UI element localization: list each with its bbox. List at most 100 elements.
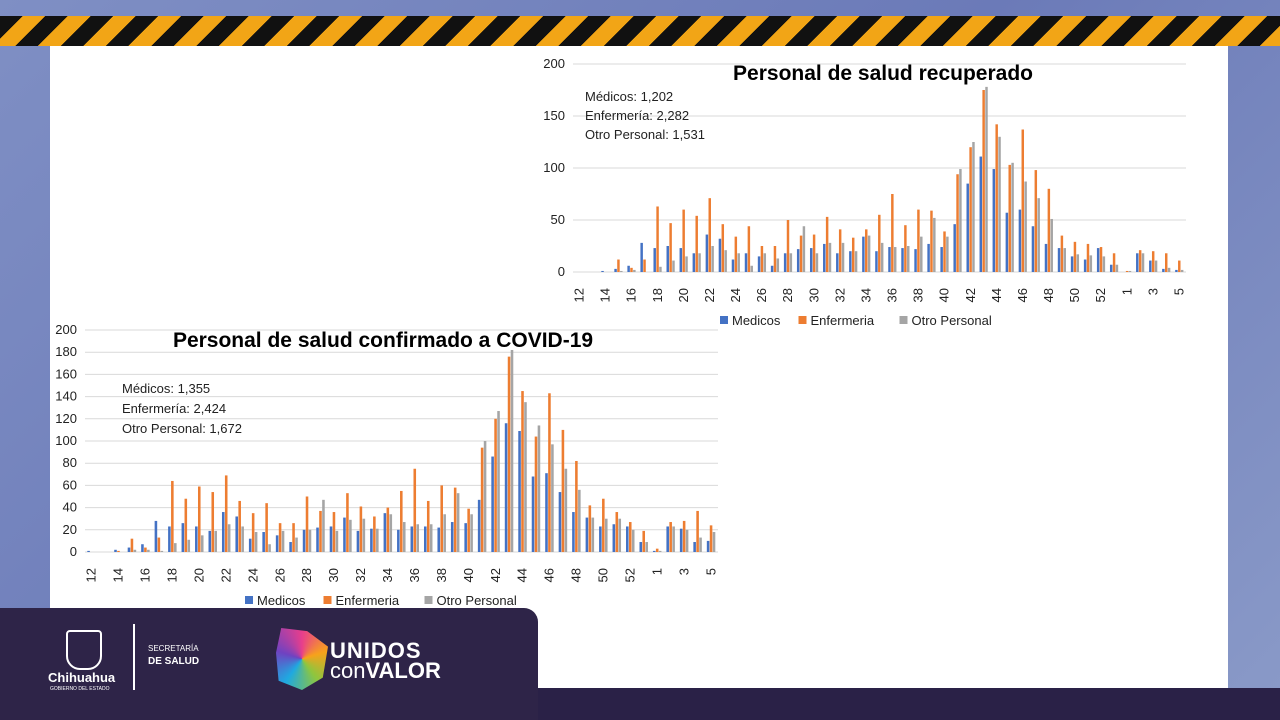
bar-medicos	[423, 526, 427, 552]
footer: Chihuahua GOBIERNO DEL ESTADO SECRETARÍA…	[0, 608, 538, 720]
legend-swatch	[899, 316, 908, 324]
y-tick-label: 160	[55, 366, 77, 381]
bar-enfermeria	[943, 231, 946, 272]
bar-otro-personal	[510, 349, 514, 552]
bar-enfermeria	[494, 418, 497, 552]
x-tick-label: 18	[650, 288, 665, 302]
bar-medicos	[914, 249, 917, 272]
x-tick-label: 30	[806, 288, 821, 302]
annotation: Enfermería: 2,282	[585, 108, 689, 123]
x-tick-label: 44	[989, 288, 1004, 302]
bar-enfermeria	[721, 224, 725, 272]
bar-otro-personal	[841, 242, 845, 272]
x-tick-label: 20	[191, 568, 206, 582]
bar-otro-personal	[456, 493, 460, 552]
bar-otro-personal	[160, 550, 164, 552]
bar-otro-personal	[933, 217, 936, 272]
bar-medicos	[679, 528, 683, 552]
bar-enfermeria	[891, 194, 894, 272]
bar-medicos	[289, 542, 292, 552]
x-tick-label: 50	[596, 568, 611, 582]
bar-enfermeria	[373, 516, 376, 552]
bar-medicos	[154, 520, 158, 552]
x-tick-label: 34	[858, 288, 873, 302]
bar-medicos	[504, 423, 508, 552]
y-tick-label: 80	[63, 455, 77, 470]
salud-label: DE SALUD	[148, 656, 200, 667]
bar-medicos	[979, 156, 983, 272]
bar-medicos	[626, 526, 629, 552]
bar-otro-personal	[854, 251, 858, 272]
bar-otro-personal	[470, 514, 473, 552]
legend-swatch	[245, 596, 253, 604]
bar-medicos	[127, 547, 131, 552]
bar-medicos	[1018, 209, 1022, 272]
bar-enfermeria	[812, 234, 816, 272]
bar-otro-personal	[281, 530, 285, 552]
bar-medicos	[836, 253, 839, 272]
bar-medicos	[531, 476, 535, 552]
x-tick-label: 38	[911, 288, 926, 302]
y-tick-label: 40	[63, 500, 77, 515]
bar-otro-personal	[815, 253, 819, 272]
campaign-line-2: conVALOR	[330, 658, 441, 684]
campaign-line-1: UNIDOS	[330, 638, 422, 663]
bar-enfermeria	[995, 124, 998, 272]
y-tick-label: 140	[55, 389, 77, 404]
y-tick-label: 0	[70, 544, 77, 559]
bar-enfermeria	[695, 215, 698, 272]
bar-enfermeria	[682, 520, 686, 552]
secretaria-label: SECRETARÍA	[148, 644, 199, 653]
bar-otro-personal	[214, 530, 217, 552]
bar-otro-personal	[946, 236, 949, 272]
bar-medicos	[1031, 226, 1035, 272]
y-tick-label: 20	[63, 522, 77, 537]
bar-enfermeria	[747, 226, 751, 272]
bar-otro-personal	[1050, 218, 1053, 272]
bar-enfermeria	[786, 220, 790, 272]
bar-enfermeria	[184, 498, 188, 552]
bar-enfermeria	[669, 223, 672, 272]
bar-otro-personal	[724, 250, 727, 272]
bar-otro-personal	[551, 444, 554, 552]
bar-enfermeria	[197, 486, 201, 552]
bar-medicos	[640, 242, 643, 272]
bar-otro-personal	[254, 532, 258, 552]
x-tick-label: 24	[245, 568, 260, 582]
bar-enfermeria	[319, 510, 322, 552]
bar-medicos	[1136, 253, 1139, 272]
bar-enfermeria	[669, 522, 672, 552]
bar-enfermeria	[851, 237, 855, 272]
bar-medicos	[585, 517, 589, 552]
bar-medicos	[545, 473, 548, 552]
bar-enfermeria	[617, 259, 620, 272]
bar-medicos	[888, 247, 891, 272]
bar-otro-personal	[524, 402, 527, 552]
bar-medicos	[940, 247, 943, 272]
bar-medicos	[1109, 264, 1113, 272]
bar-enfermeria	[773, 246, 777, 272]
bar-otro-personal	[711, 246, 714, 272]
y-tick-label: 180	[55, 344, 77, 359]
x-tick-label: 5	[1171, 288, 1186, 295]
bar-enfermeria	[346, 493, 349, 552]
bar-medicos	[356, 530, 360, 552]
x-tick-label: 12	[572, 288, 587, 302]
annotation: Enfermería: 2,424	[122, 401, 226, 416]
bar-otro-personal	[1089, 255, 1093, 272]
x-tick-label: 48	[569, 568, 584, 582]
bar-medicos	[744, 253, 748, 272]
y-tick-label: 200	[55, 322, 77, 337]
x-tick-label: 50	[1067, 288, 1082, 302]
bar-otro-personal	[295, 537, 298, 552]
bar-otro-personal	[907, 246, 910, 272]
bar-medicos	[464, 523, 467, 552]
bar-medicos	[558, 492, 562, 552]
bar-otro-personal	[1076, 254, 1080, 272]
bar-medicos	[652, 550, 656, 552]
bar-otro-personal	[1128, 270, 1132, 272]
x-tick-label: 36	[407, 568, 422, 582]
x-tick-label: 3	[676, 568, 691, 575]
bar-otro-personal	[376, 528, 379, 552]
state-sub: GOBIERNO DEL ESTADO	[50, 686, 110, 692]
